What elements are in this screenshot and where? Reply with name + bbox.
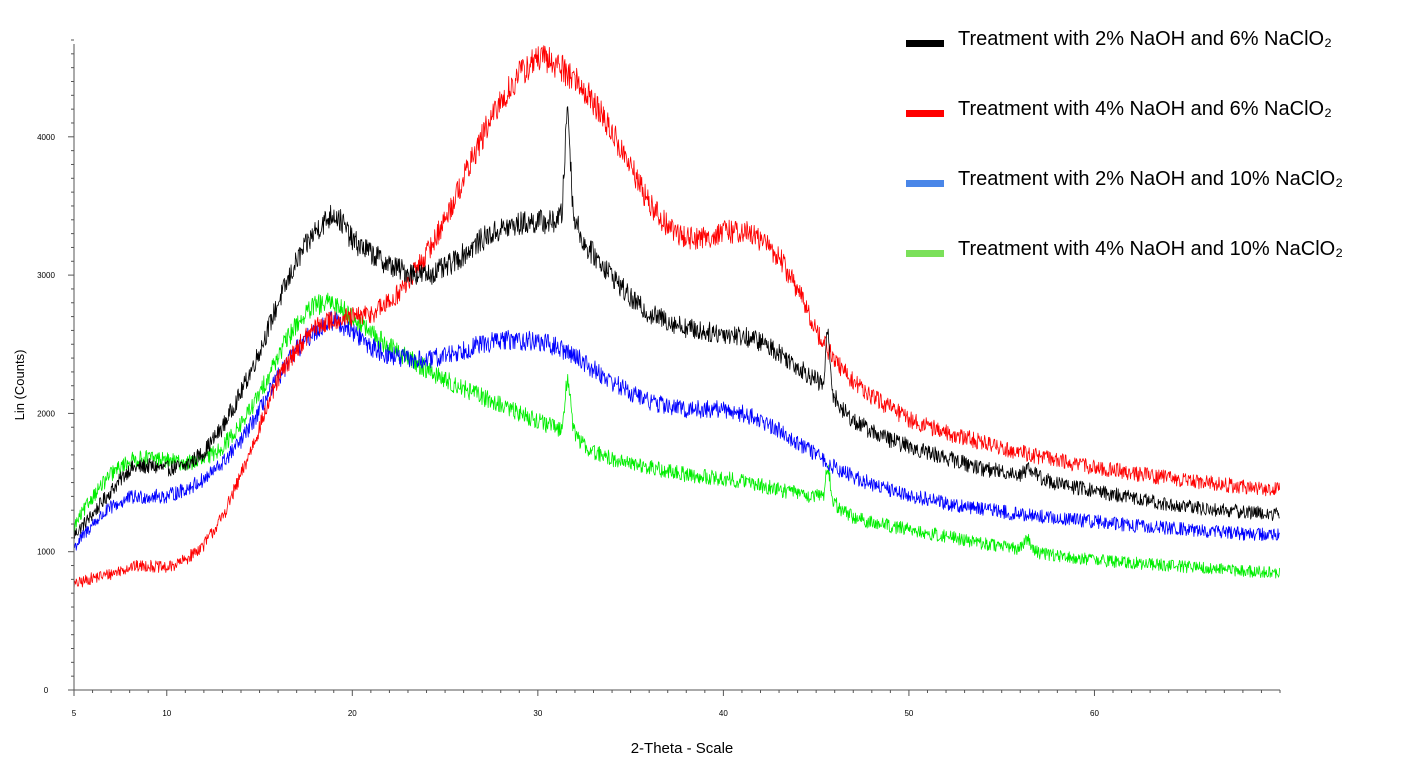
legend-label: Treatment with 4% NaOH and 6% NaClO₂ bbox=[958, 97, 1332, 120]
y-tick-label: 4000 bbox=[37, 133, 55, 142]
axes-layer: 5 10 20 30 40 50 60 0 1000 2000 3000 4000 bbox=[37, 39, 1281, 718]
x-tick-label: 60 bbox=[1090, 709, 1099, 718]
y-tick-label: 2000 bbox=[37, 409, 55, 418]
series-line-4naoh-10naclo2 bbox=[73, 292, 1281, 579]
legend-swatch bbox=[906, 249, 944, 257]
legend-swatch bbox=[906, 179, 944, 187]
x-tick-label: 5 bbox=[72, 709, 77, 718]
y-axis-title: Lin (Counts) bbox=[12, 350, 27, 421]
legend-swatch bbox=[906, 109, 944, 117]
x-tick-label: 40 bbox=[719, 709, 728, 718]
legend-item-4naoh-6naclo2: Treatment with 4% NaOH and 6% NaClO₂ bbox=[906, 74, 1411, 144]
y-minor-ticks bbox=[68, 39, 74, 691]
series-line-2naoh-10naclo2 bbox=[73, 310, 1280, 551]
x-tick-labels: 5 10 20 30 40 50 60 bbox=[72, 709, 1100, 718]
series-line-4naoh-6naclo2 bbox=[73, 45, 1281, 590]
legend-label: Treatment with 2% NaOH and 6% NaClO₂ bbox=[958, 27, 1332, 50]
x-tick-label: 20 bbox=[348, 709, 357, 718]
legend-item-2naoh-6naclo2: Treatment with 2% NaOH and 6% NaClO₂ bbox=[906, 4, 1411, 74]
x-tick-label: 30 bbox=[533, 709, 542, 718]
legend-item-2naoh-10naclo2: Treatment with 2% NaOH and 10% NaClO₂ bbox=[906, 144, 1411, 214]
legend-swatch bbox=[906, 39, 944, 47]
y-tick-labels: 0 1000 2000 3000 4000 bbox=[37, 133, 55, 695]
y-tick-label: 3000 bbox=[37, 271, 55, 280]
x-minor-ticks bbox=[73, 690, 1281, 696]
x-tick-label: 10 bbox=[162, 709, 171, 718]
series-layer bbox=[73, 45, 1281, 590]
legend-label: Treatment with 2% NaOH and 10% NaClO₂ bbox=[958, 167, 1343, 190]
x-axis-title: 2-Theta - Scale bbox=[631, 740, 734, 757]
x-tick-label: 50 bbox=[904, 709, 913, 718]
y-tick-label: 1000 bbox=[37, 548, 55, 557]
legend-item-4naoh-10naclo2: Treatment with 4% NaOH and 10% NaClO₂ bbox=[906, 214, 1411, 284]
chart-legend: Treatment with 2% NaOH and 6% NaClO₂ Trea… bbox=[906, 4, 1411, 284]
series-line-2naoh-6naclo2 bbox=[73, 106, 1280, 539]
legend-label: Treatment with 4% NaOH and 10% NaClO₂ bbox=[958, 237, 1343, 260]
y-tick-label: 0 bbox=[44, 686, 49, 695]
